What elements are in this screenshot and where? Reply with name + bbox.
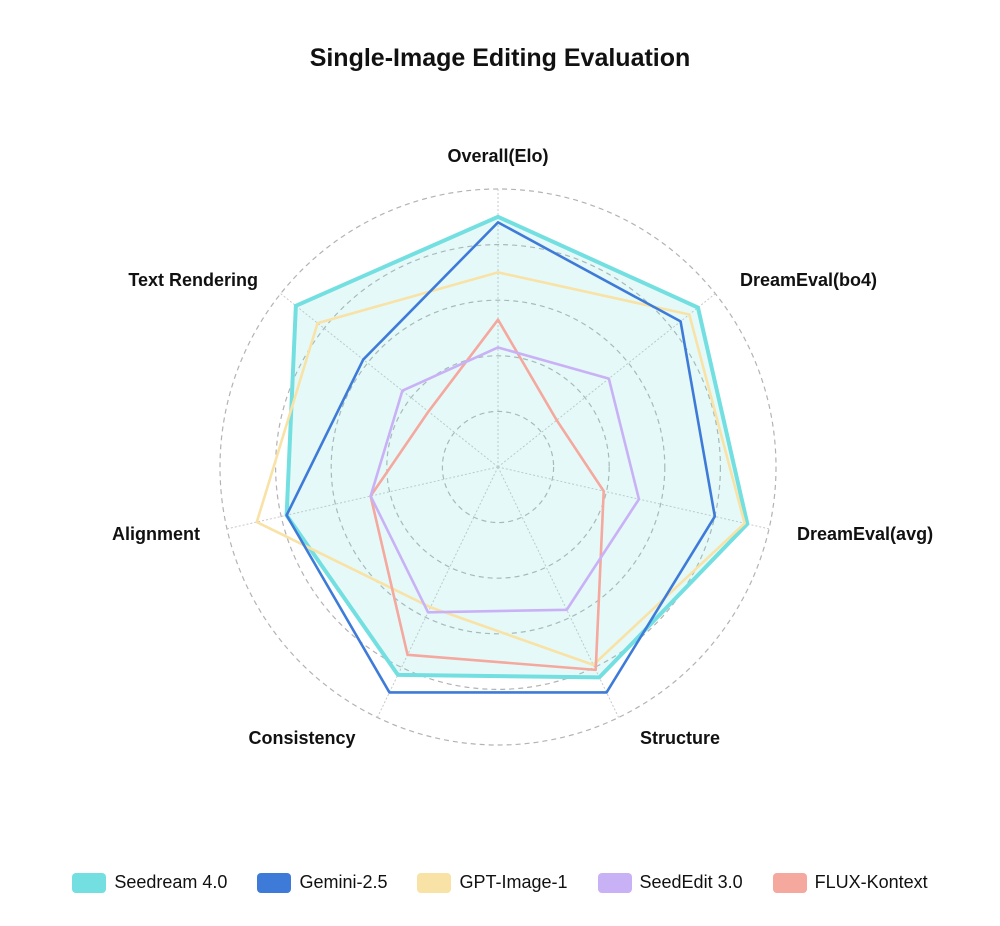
- legend-item-seededit-3-0[interactable]: SeedEdit 3.0: [597, 872, 743, 893]
- grid-ring-1: [441, 410, 555, 524]
- legend-label: Seedream 4.0: [114, 872, 228, 892]
- grid-ring-3: [330, 299, 666, 635]
- legend-swatch: [597, 872, 632, 893]
- series-seedream-4-0: [284, 214, 750, 680]
- axis-label-0: Overall(Elo): [447, 146, 548, 166]
- legend-item-gpt-image-1[interactable]: GPT-Image-1: [417, 872, 568, 893]
- legend-label: SeedEdit 3.0: [639, 872, 743, 892]
- legend-item-flux-kontext[interactable]: FLUX-Kontext: [772, 872, 928, 893]
- legend-swatch: [72, 872, 107, 893]
- legend: Seedream 4.0 Gemini-2.5 GPT-Image-1 SeedEdi…: [0, 872, 1000, 893]
- axis-label-2: DreamEval(avg): [797, 524, 933, 544]
- axis-label-3: Structure: [640, 728, 720, 748]
- grid-ring-2: [386, 355, 610, 579]
- series-gemini-2-5: [285, 221, 717, 694]
- axis-label-1: DreamEval(bo4): [740, 270, 877, 290]
- axis-label-5: Alignment: [112, 524, 200, 544]
- legend-label: GPT-Image-1: [459, 872, 568, 892]
- axis-label-6: Text Rendering: [128, 270, 258, 290]
- legend-label: Gemini-2.5: [299, 872, 388, 892]
- axis-labels: Overall(Elo) DreamEval(bo4) DreamEval(avg)…: [112, 146, 933, 748]
- series-flux-kontext: [369, 318, 606, 672]
- legend-item-gemini-2-5[interactable]: Gemini-2.5: [257, 872, 387, 893]
- legend-swatch: [257, 872, 292, 893]
- chart-title: Single-Image Editing Evaluation: [309, 44, 691, 72]
- legend-label: FLUX-Kontext: [814, 872, 928, 892]
- legend-swatch: [772, 872, 807, 893]
- series-gpt-image-1: [255, 271, 746, 667]
- legend-item-seedream-4-0[interactable]: Seedream 4.0: [72, 872, 227, 893]
- radar-series: [255, 214, 750, 694]
- grid-ring-4: [275, 244, 721, 690]
- legend-swatch: [417, 872, 452, 893]
- radar-grid: [219, 188, 777, 746]
- series-seededit-3-0: [369, 346, 641, 614]
- axis-label-4: Consistency: [248, 728, 355, 748]
